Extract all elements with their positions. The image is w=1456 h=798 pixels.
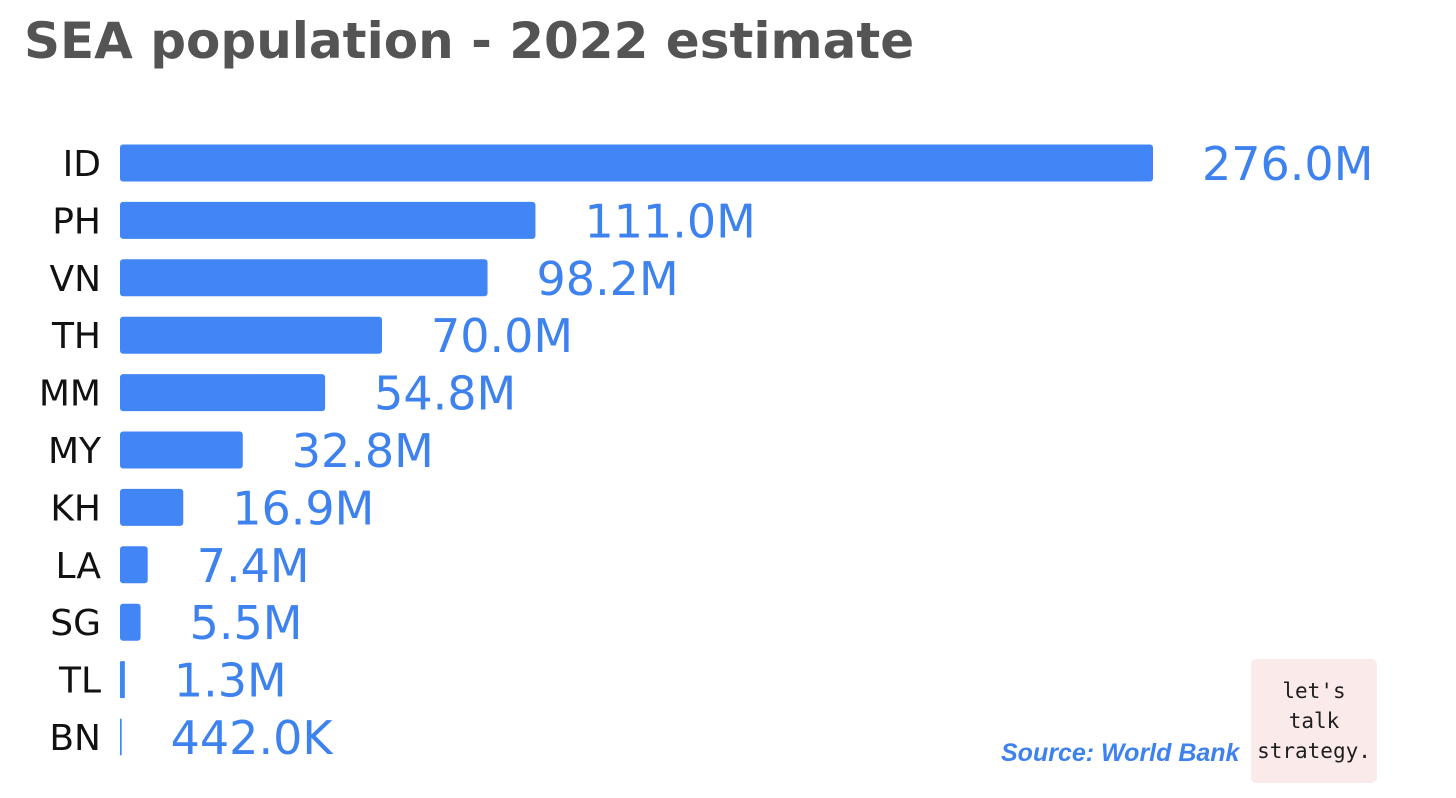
category-label-my: MY [48, 431, 102, 472]
category-label-la: LA [55, 546, 101, 587]
value-label-la: 7.4M [197, 539, 310, 593]
value-label-ph: 111.0M [584, 194, 755, 248]
category-label-kh: KH [50, 488, 101, 529]
logo-line-3: strategy. [1257, 739, 1371, 763]
bar-tl [120, 661, 125, 699]
bar-id [120, 144, 1153, 182]
bar-ph [120, 201, 536, 239]
value-label-id: 276.0M [1202, 137, 1373, 191]
bar-th [120, 316, 382, 354]
value-label-tl: 1.3M [174, 654, 287, 708]
source-note: Source: World Bank [1001, 739, 1240, 767]
value-label-my: 32.8M [292, 424, 434, 478]
bar-kh [120, 488, 184, 526]
value-label-mm: 54.8M [374, 367, 516, 421]
value-label-kh: 16.9M [232, 481, 374, 535]
value-label-sg: 5.5M [190, 596, 303, 650]
category-label-bn: BN [49, 718, 101, 759]
logo-line-2: talk [1288, 709, 1340, 733]
bar-mm [120, 374, 326, 412]
bar-my [120, 431, 243, 469]
value-label-bn: 442.0K [171, 711, 335, 765]
value-label-vn: 98.2M [537, 252, 679, 306]
lets-talk-strategy-logo: let's talk strategy. [1251, 659, 1377, 783]
category-label-id: ID [63, 144, 101, 185]
category-label-ph: PH [52, 201, 101, 242]
chart-title: SEA population - 2022 estimate [24, 12, 915, 70]
bar-bn [120, 718, 122, 756]
value-label-th: 70.0M [431, 309, 573, 363]
bar-sg [120, 603, 141, 641]
category-label-th: TH [51, 316, 101, 357]
category-label-sg: SG [50, 603, 101, 644]
category-label-vn: VN [49, 259, 101, 300]
bar-la [120, 546, 148, 584]
logo-line-1: let's [1282, 679, 1346, 703]
bar-vn [120, 259, 488, 297]
category-label-mm: MM [39, 374, 101, 415]
category-label-tl: TL [58, 661, 101, 702]
